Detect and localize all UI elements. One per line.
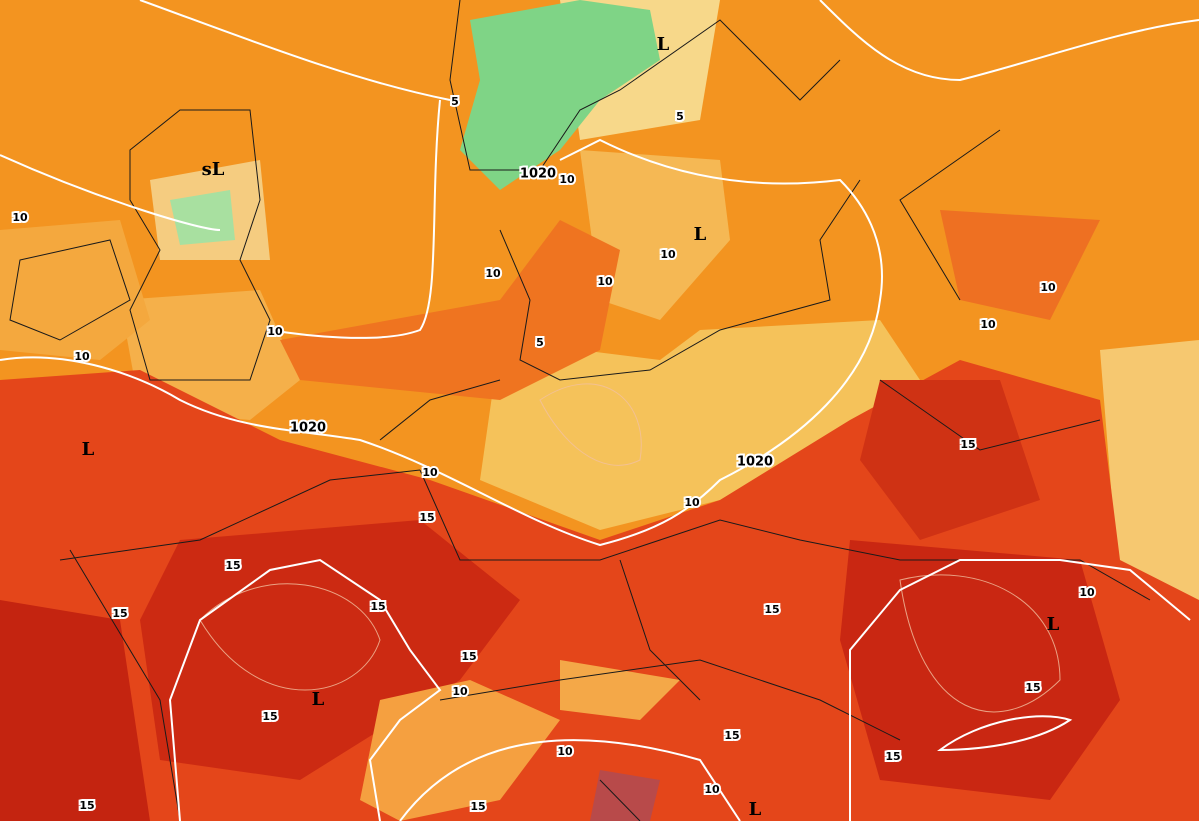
cool-zone bbox=[460, 0, 660, 190]
coastline bbox=[449, 0, 841, 171]
pressure-center: L bbox=[312, 689, 325, 710]
contour-label: 10 bbox=[597, 275, 613, 288]
isobar bbox=[139, 0, 451, 101]
hot-zone bbox=[0, 600, 150, 821]
contour-label: 10 bbox=[74, 350, 90, 363]
contour-label: 15 bbox=[225, 559, 240, 572]
contour-label: 10 bbox=[704, 783, 720, 796]
contour-label: 15 bbox=[960, 438, 975, 451]
contour-label: 5 bbox=[536, 336, 544, 349]
pressure-center: L bbox=[749, 799, 762, 820]
isobar bbox=[849, 559, 1191, 821]
warm-zone bbox=[580, 150, 730, 320]
coastline bbox=[499, 179, 861, 381]
contour-label: 5 bbox=[451, 95, 459, 108]
warm-zone bbox=[480, 320, 920, 530]
contour-label: 15 bbox=[1025, 681, 1040, 694]
isobar-label: 1020 bbox=[290, 421, 326, 436]
warm-zone bbox=[280, 220, 620, 400]
contour bbox=[539, 383, 642, 466]
contour-label: 15 bbox=[764, 603, 779, 616]
contour-label: 5 bbox=[676, 110, 684, 123]
warm-zone bbox=[0, 220, 150, 360]
pressure-center: L bbox=[82, 439, 95, 460]
pressure-center: L bbox=[657, 34, 670, 55]
warm-zone bbox=[940, 210, 1100, 320]
pressure-center: L bbox=[1047, 614, 1060, 635]
hot-zone bbox=[840, 540, 1120, 800]
coastline bbox=[129, 109, 271, 381]
contour-label: 10 bbox=[1040, 281, 1056, 294]
contour-label: 15 bbox=[262, 710, 277, 723]
warm-zone bbox=[360, 680, 560, 821]
pressure-center: L bbox=[694, 224, 707, 245]
hot-zone bbox=[590, 770, 660, 821]
contour-label: 10 bbox=[267, 325, 283, 338]
contour-label: 10 bbox=[1079, 586, 1095, 599]
coastline bbox=[9, 239, 131, 341]
contour-label: 15 bbox=[112, 607, 127, 620]
contour-label: 15 bbox=[470, 800, 485, 813]
contour-label: 15 bbox=[724, 729, 739, 742]
hot-zone bbox=[860, 380, 1040, 540]
contour-label: 15 bbox=[461, 650, 476, 663]
isobar-label: 1020 bbox=[737, 455, 773, 470]
border bbox=[599, 129, 1101, 821]
contour-label: 10 bbox=[684, 496, 700, 509]
contour-label: 10 bbox=[557, 745, 573, 758]
contour-label: 10 bbox=[485, 267, 501, 280]
isobar bbox=[399, 739, 741, 821]
isobar bbox=[269, 99, 441, 339]
contour-label: 10 bbox=[559, 173, 575, 186]
contour-label: 10 bbox=[12, 211, 28, 224]
hot-zone bbox=[140, 520, 520, 780]
isobar bbox=[0, 154, 221, 231]
contour bbox=[899, 574, 1061, 713]
contour-label: 15 bbox=[419, 511, 434, 524]
contour-label: 10 bbox=[422, 466, 438, 479]
coastline bbox=[59, 379, 501, 821]
contour-label: 15 bbox=[370, 600, 385, 613]
isobar bbox=[168, 558, 442, 821]
contour-label: 10 bbox=[980, 318, 996, 331]
isobar bbox=[819, 0, 1199, 82]
isobar-label: 1020 bbox=[520, 167, 556, 182]
contour-label: 15 bbox=[885, 750, 900, 763]
contour-label: 10 bbox=[660, 248, 676, 261]
isobar bbox=[936, 715, 1073, 752]
contour bbox=[199, 583, 381, 691]
pressure-center: sL bbox=[202, 159, 225, 180]
contour-label: 10 bbox=[452, 685, 468, 698]
warm-zone bbox=[560, 660, 680, 720]
contour-label: 15 bbox=[79, 799, 94, 812]
cool-zone bbox=[170, 190, 235, 245]
isobar bbox=[0, 138, 883, 547]
